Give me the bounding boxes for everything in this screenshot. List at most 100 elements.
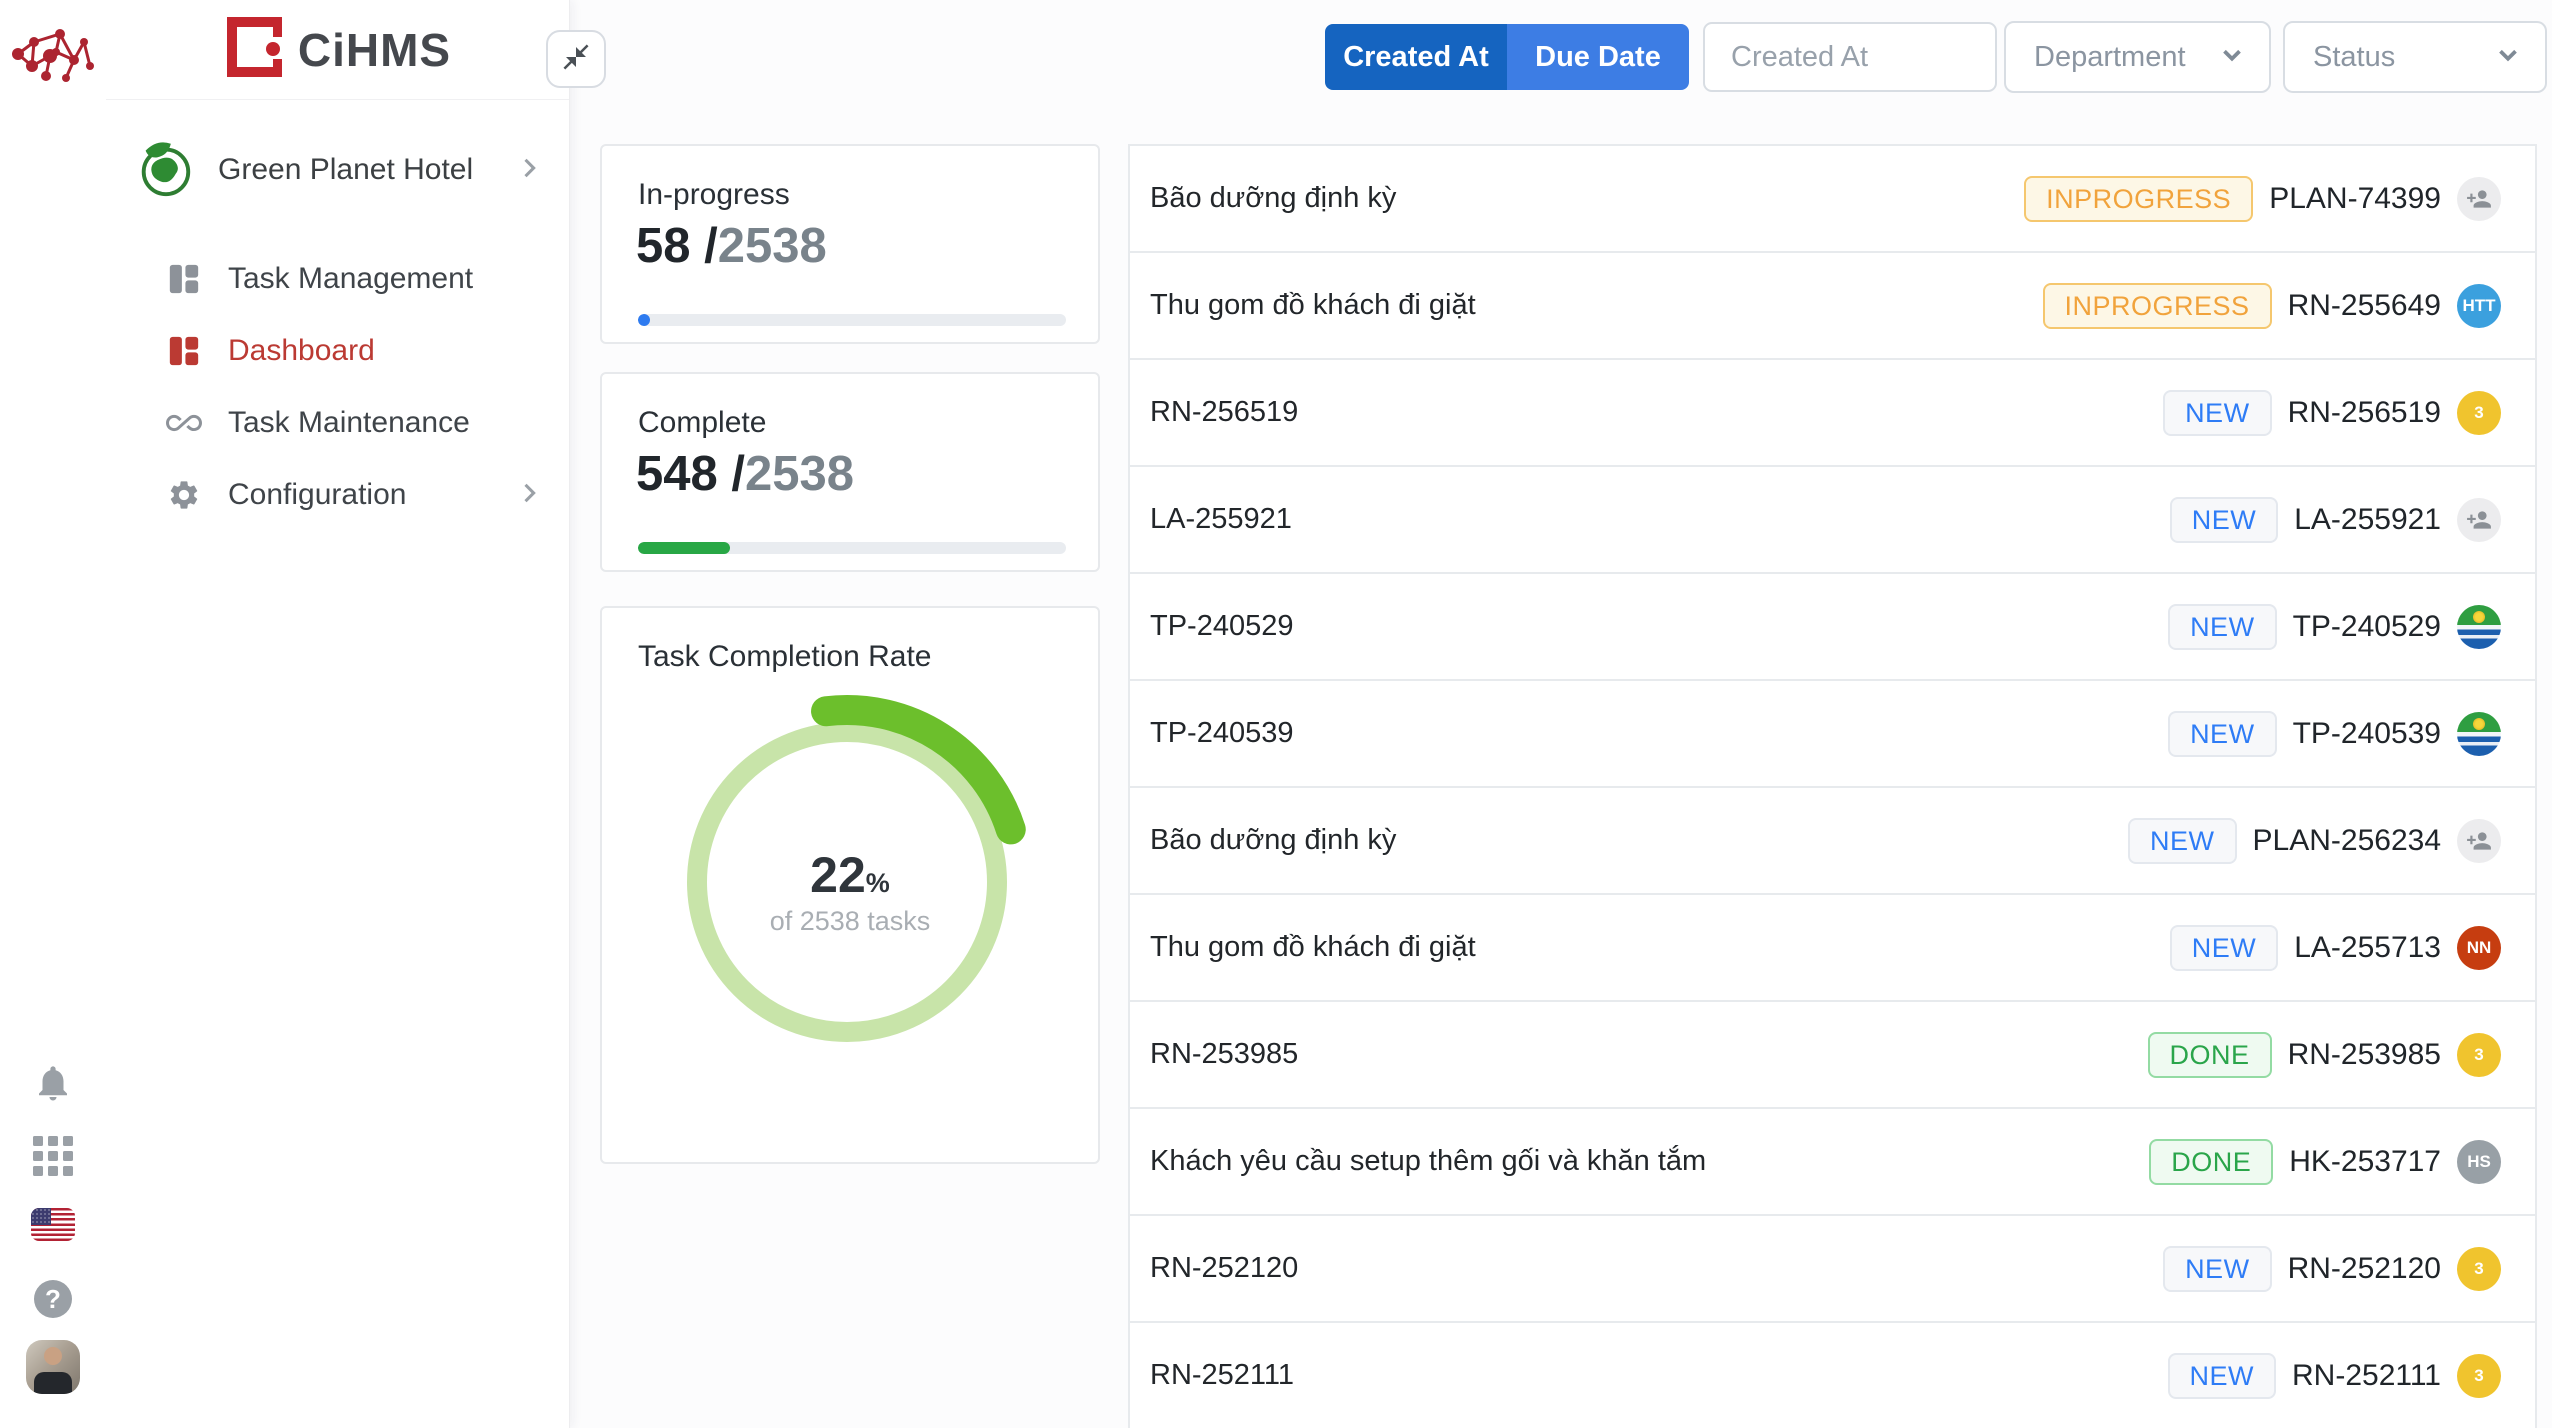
sidebar-item-hotel[interactable]: Green Planet Hotel	[106, 134, 569, 206]
sidebar: CiHMS Green Planet Hotel Task Management	[106, 0, 570, 1428]
sidebar-menu: Task Management Dashboard Task Maintenan…	[106, 243, 569, 531]
task-status-badge: NEW	[2168, 603, 2277, 650]
card-title: Complete	[638, 406, 767, 439]
task-status-badge: DONE	[2147, 1031, 2272, 1078]
task-row[interactable]: Bão dưỡng định kỳ NEW PLAN-256234	[1130, 788, 2535, 895]
task-title: Khách yêu cầu setup thêm gối và khăn tắm	[1150, 1145, 1707, 1177]
complete-bar	[638, 542, 1066, 554]
sidebar-item-task-management[interactable]: Task Management	[106, 243, 569, 315]
task-status-badge: INPROGRESS	[2024, 175, 2254, 222]
toggle-due-date[interactable]: Due Date	[1507, 24, 1689, 90]
complete-card: Complete 548 /2538	[600, 372, 1100, 572]
task-id: PLAN-74399	[2269, 181, 2441, 215]
task-row[interactable]: Bão dưỡng định kỳ INPROGRESS PLAN-74399	[1130, 146, 2535, 253]
task-status-badge: NEW	[2169, 496, 2279, 543]
task-title: Thu gom đồ khách đi giặt	[1150, 931, 1476, 963]
sort-toggle: Created At Due Date	[1325, 24, 1689, 90]
sidebar-item-task-maintenance[interactable]: Task Maintenance	[106, 387, 569, 459]
complete-count: 548 /2538	[636, 447, 855, 501]
task-row[interactable]: Thu gom đồ khách đi giặt NEW LA-255713 N…	[1130, 895, 2535, 1002]
in-progress-card: In-progress 58 /2538	[600, 144, 1100, 344]
grid-layout-icon	[166, 262, 202, 296]
in-progress-bar	[638, 314, 1066, 326]
main-content: Created At Due Date Department Status In…	[570, 0, 2552, 1428]
task-id: RN-252120	[2287, 1251, 2441, 1285]
brand-name: CiHMS	[297, 23, 452, 76]
chevron-down-icon	[2493, 40, 2523, 75]
task-id: TP-240529	[2292, 609, 2441, 643]
assign-user-button[interactable]	[2457, 497, 2501, 542]
task-id: RN-253985	[2287, 1037, 2441, 1071]
chevron-right-icon	[515, 479, 543, 512]
card-title: In-progress	[638, 178, 790, 211]
help-icon[interactable]: ?	[34, 1280, 72, 1318]
assignee-avatar: 3	[2457, 1353, 2501, 1398]
notifications-bell-icon[interactable]	[32, 1062, 74, 1104]
hotel-name: Green Planet Hotel	[218, 153, 474, 186]
chevron-right-icon	[515, 154, 543, 187]
profile-avatar[interactable]	[26, 1340, 80, 1394]
task-status-badge: DONE	[2149, 1138, 2274, 1185]
sidebar-item-dashboard[interactable]: Dashboard	[106, 315, 569, 387]
task-status-badge: NEW	[2167, 1352, 2277, 1399]
assignee-avatar: HTT	[2457, 283, 2501, 328]
assignee-avatar: 3	[2457, 390, 2501, 435]
task-list: Bão dưỡng định kỳ INPROGRESS PLAN-74399 …	[1128, 144, 2537, 1428]
network-logo-icon	[8, 10, 96, 95]
task-completion-rate-card: Task Completion Rate 22% of 2538 tasks	[600, 606, 1100, 1164]
task-status-badge: NEW	[2128, 817, 2237, 864]
collapse-arrows-icon	[561, 42, 591, 77]
task-title: RN-253985	[1150, 1038, 1299, 1070]
in-progress-count: 58 /2538	[636, 219, 827, 273]
assignee-avatar: NN	[2457, 925, 2501, 970]
task-row[interactable]: TP-240539 NEW TP-240539	[1130, 681, 2535, 788]
task-title: RN-256519	[1150, 396, 1299, 428]
status-select[interactable]: Status	[2283, 21, 2547, 93]
task-title: LA-255921	[1150, 503, 1292, 535]
assignee-avatar-flag	[2457, 604, 2501, 649]
task-id: HK-253717	[2289, 1144, 2441, 1178]
task-status-badge: INPROGRESS	[2042, 282, 2272, 329]
task-row[interactable]: RN-256519 NEW RN-256519 3	[1130, 360, 2535, 467]
language-us-flag-icon[interactable]	[31, 1208, 75, 1241]
apps-grid-icon[interactable]	[33, 1136, 73, 1176]
task-row[interactable]: Khách yêu cầu setup thêm gối và khăn tắm…	[1130, 1109, 2535, 1216]
task-status-badge: NEW	[2163, 1245, 2272, 1292]
sidebar-collapse-button[interactable]	[546, 30, 606, 88]
created-at-date-input[interactable]	[1703, 22, 1997, 92]
completion-donut-chart	[687, 695, 1026, 1042]
card-title: Task Completion Rate	[638, 640, 932, 673]
task-row[interactable]: RN-252111 NEW RN-252111 3	[1130, 1323, 2535, 1428]
task-status-badge: NEW	[2163, 389, 2272, 436]
task-row[interactable]: RN-253985 DONE RN-253985 3	[1130, 1002, 2535, 1109]
task-title: TP-240539	[1150, 717, 1294, 749]
chevron-down-icon	[2217, 40, 2247, 75]
task-title: RN-252111	[1150, 1359, 1295, 1391]
infinity-icon	[166, 405, 202, 441]
department-select[interactable]: Department	[2004, 21, 2271, 93]
task-title: TP-240529	[1150, 610, 1294, 642]
task-title: Bão dưỡng định kỳ	[1150, 182, 1397, 214]
green-planet-globe-icon	[134, 137, 196, 204]
person-add-icon	[2467, 510, 2491, 529]
left-rail: ?	[0, 0, 106, 1428]
task-id: LA-255713	[2294, 930, 2441, 964]
task-id: RN-256519	[2287, 395, 2441, 429]
task-status-badge: NEW	[2169, 924, 2279, 971]
task-row[interactable]: TP-240529 NEW TP-240529	[1130, 574, 2535, 681]
assign-user-button[interactable]	[2457, 818, 2501, 863]
assign-user-button[interactable]	[2457, 176, 2501, 221]
toggle-created-at[interactable]: Created At	[1325, 24, 1507, 90]
gear-icon	[166, 478, 202, 512]
assignee-avatar: 3	[2457, 1032, 2501, 1077]
task-title: RN-252120	[1150, 1252, 1299, 1284]
task-row[interactable]: Thu gom đồ khách đi giặt INPROGRESS RN-2…	[1130, 253, 2535, 360]
task-title: Thu gom đồ khách đi giặt	[1150, 289, 1476, 321]
task-title: Bão dưỡng định kỳ	[1150, 824, 1397, 856]
assignee-avatar-flag	[2457, 711, 2501, 756]
person-add-icon	[2467, 831, 2491, 850]
assignee-avatar: 3	[2457, 1246, 2501, 1291]
task-row[interactable]: LA-255921 NEW LA-255921	[1130, 467, 2535, 574]
sidebar-item-configuration[interactable]: Configuration	[106, 459, 569, 531]
task-row[interactable]: RN-252120 NEW RN-252120 3	[1130, 1216, 2535, 1323]
